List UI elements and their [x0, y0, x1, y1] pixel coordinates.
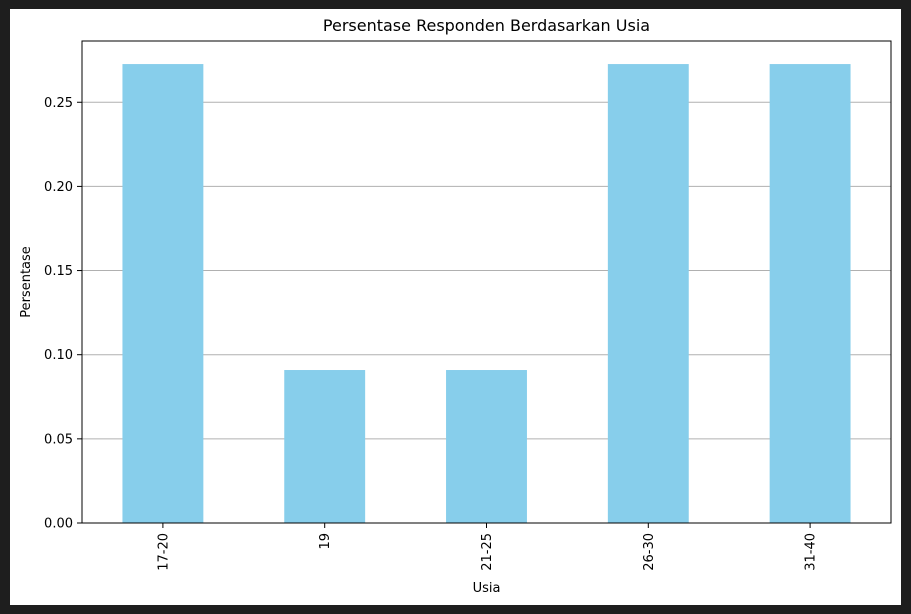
x-tick-label: 21-25 [480, 533, 495, 571]
bar-31-40 [769, 64, 851, 523]
bar-chart: 0.00 0.05 0.10 0.15 0.20 0.25 17-20 19 21-25 26-… [19, 16, 892, 596]
bar-21-25 [446, 370, 527, 523]
y-tick-label: 0.20 [44, 180, 73, 195]
chart-title: Persentase Responden Berdasarkan Usia [323, 16, 650, 35]
x-tick-label: 19 [318, 533, 333, 550]
y-tick-label: 0.05 [44, 432, 73, 447]
x-tick-label: 31-40 [804, 533, 819, 571]
x-axis-label: Usia [473, 581, 501, 596]
bar-26-30 [607, 64, 689, 523]
y-tick-label: 0.25 [44, 96, 73, 111]
y-tick-label: 0.00 [44, 517, 73, 532]
grid-lines [82, 101, 891, 440]
x-axis-ticks: 17-20 19 21-25 26-30 31-40 [156, 523, 819, 571]
chart-figure: 0.00 0.05 0.10 0.15 0.20 0.25 17-20 19 21-25 26-… [10, 9, 901, 605]
y-axis-ticks: 0.00 0.05 0.10 0.15 0.20 0.25 [44, 96, 82, 532]
bar-17-20 [122, 64, 204, 523]
x-tick-label: 17-20 [156, 533, 171, 571]
y-tick-label: 0.15 [44, 264, 73, 279]
bar-19 [284, 370, 366, 523]
bars [122, 64, 851, 523]
y-axis-label: Persentase [19, 246, 34, 318]
x-tick-label: 26-30 [642, 533, 657, 571]
y-tick-label: 0.10 [44, 348, 73, 363]
